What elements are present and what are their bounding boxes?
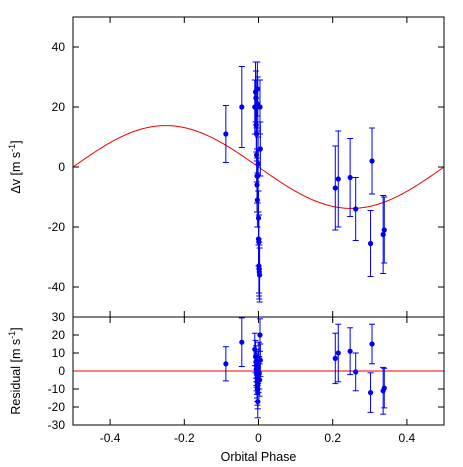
residual-data-layer: -0.4 -0.2 0 0.2 0.4 -30 -20 -10 0 10 20 30 [48, 310, 444, 445]
y-tick-label: 0 [58, 364, 65, 378]
data-point [369, 158, 375, 164]
data-point [257, 357, 263, 363]
data-point [257, 272, 263, 278]
data-point [369, 341, 375, 347]
residual-panel-frame [72, 316, 445, 426]
data-point [239, 104, 245, 110]
y-tick-label: -10 [48, 382, 66, 396]
y-tick-label: 10 [52, 346, 66, 360]
data-point [367, 240, 374, 247]
x-tick-label: 0 [255, 431, 262, 445]
y-tick-label: -20 [48, 220, 66, 234]
data-point [367, 390, 374, 396]
data-point [255, 161, 261, 167]
data-point [335, 176, 341, 182]
data-point [239, 339, 245, 345]
data-point [332, 355, 338, 361]
x-tick-label: -0.4 [100, 431, 121, 445]
y-tick-label: 20 [52, 100, 66, 114]
x-tick-label: -0.2 [174, 431, 195, 445]
data-point [257, 332, 263, 338]
data-point [257, 104, 263, 110]
data-point [257, 377, 263, 383]
x-tick-label: 0.2 [324, 431, 341, 445]
residual-panel: -0.4 -0.2 0 0.2 0.4 -30 -20 -10 0 10 20 30 Residual… [7, 310, 445, 464]
data-point [223, 131, 229, 137]
y-tick-label: -20 [48, 400, 66, 414]
data-point [257, 146, 263, 152]
data-point [381, 385, 387, 391]
data-point [255, 399, 261, 405]
rv-data-layer: -40 -20 0 20 40 [48, 17, 445, 317]
y-tick-label: -30 [48, 418, 66, 432]
data-point [353, 206, 359, 212]
data-point [353, 369, 359, 375]
y-tick-label: 0 [58, 160, 65, 174]
residual-y-axis-label: Residual [m s-1] [7, 327, 23, 414]
data-point [347, 348, 353, 354]
rv-panel: -40 -20 0 20 40 Δv [m s-1] [7, 16, 445, 318]
data-point [347, 174, 353, 181]
data-point [380, 231, 386, 238]
y-tick-label: 20 [52, 328, 66, 342]
data-point [335, 350, 341, 356]
x-axis-label: Orbital Phase [221, 450, 297, 464]
rv-y-axis-label: Δv [m s-1] [7, 140, 23, 193]
x-tick-label: 0.4 [399, 431, 416, 445]
y-tick-label: 30 [52, 310, 66, 324]
y-tick-label: 40 [52, 40, 66, 54]
data-point [332, 185, 338, 191]
data-point [381, 227, 387, 233]
y-tick-label: -40 [48, 280, 66, 294]
data-point [223, 361, 229, 367]
